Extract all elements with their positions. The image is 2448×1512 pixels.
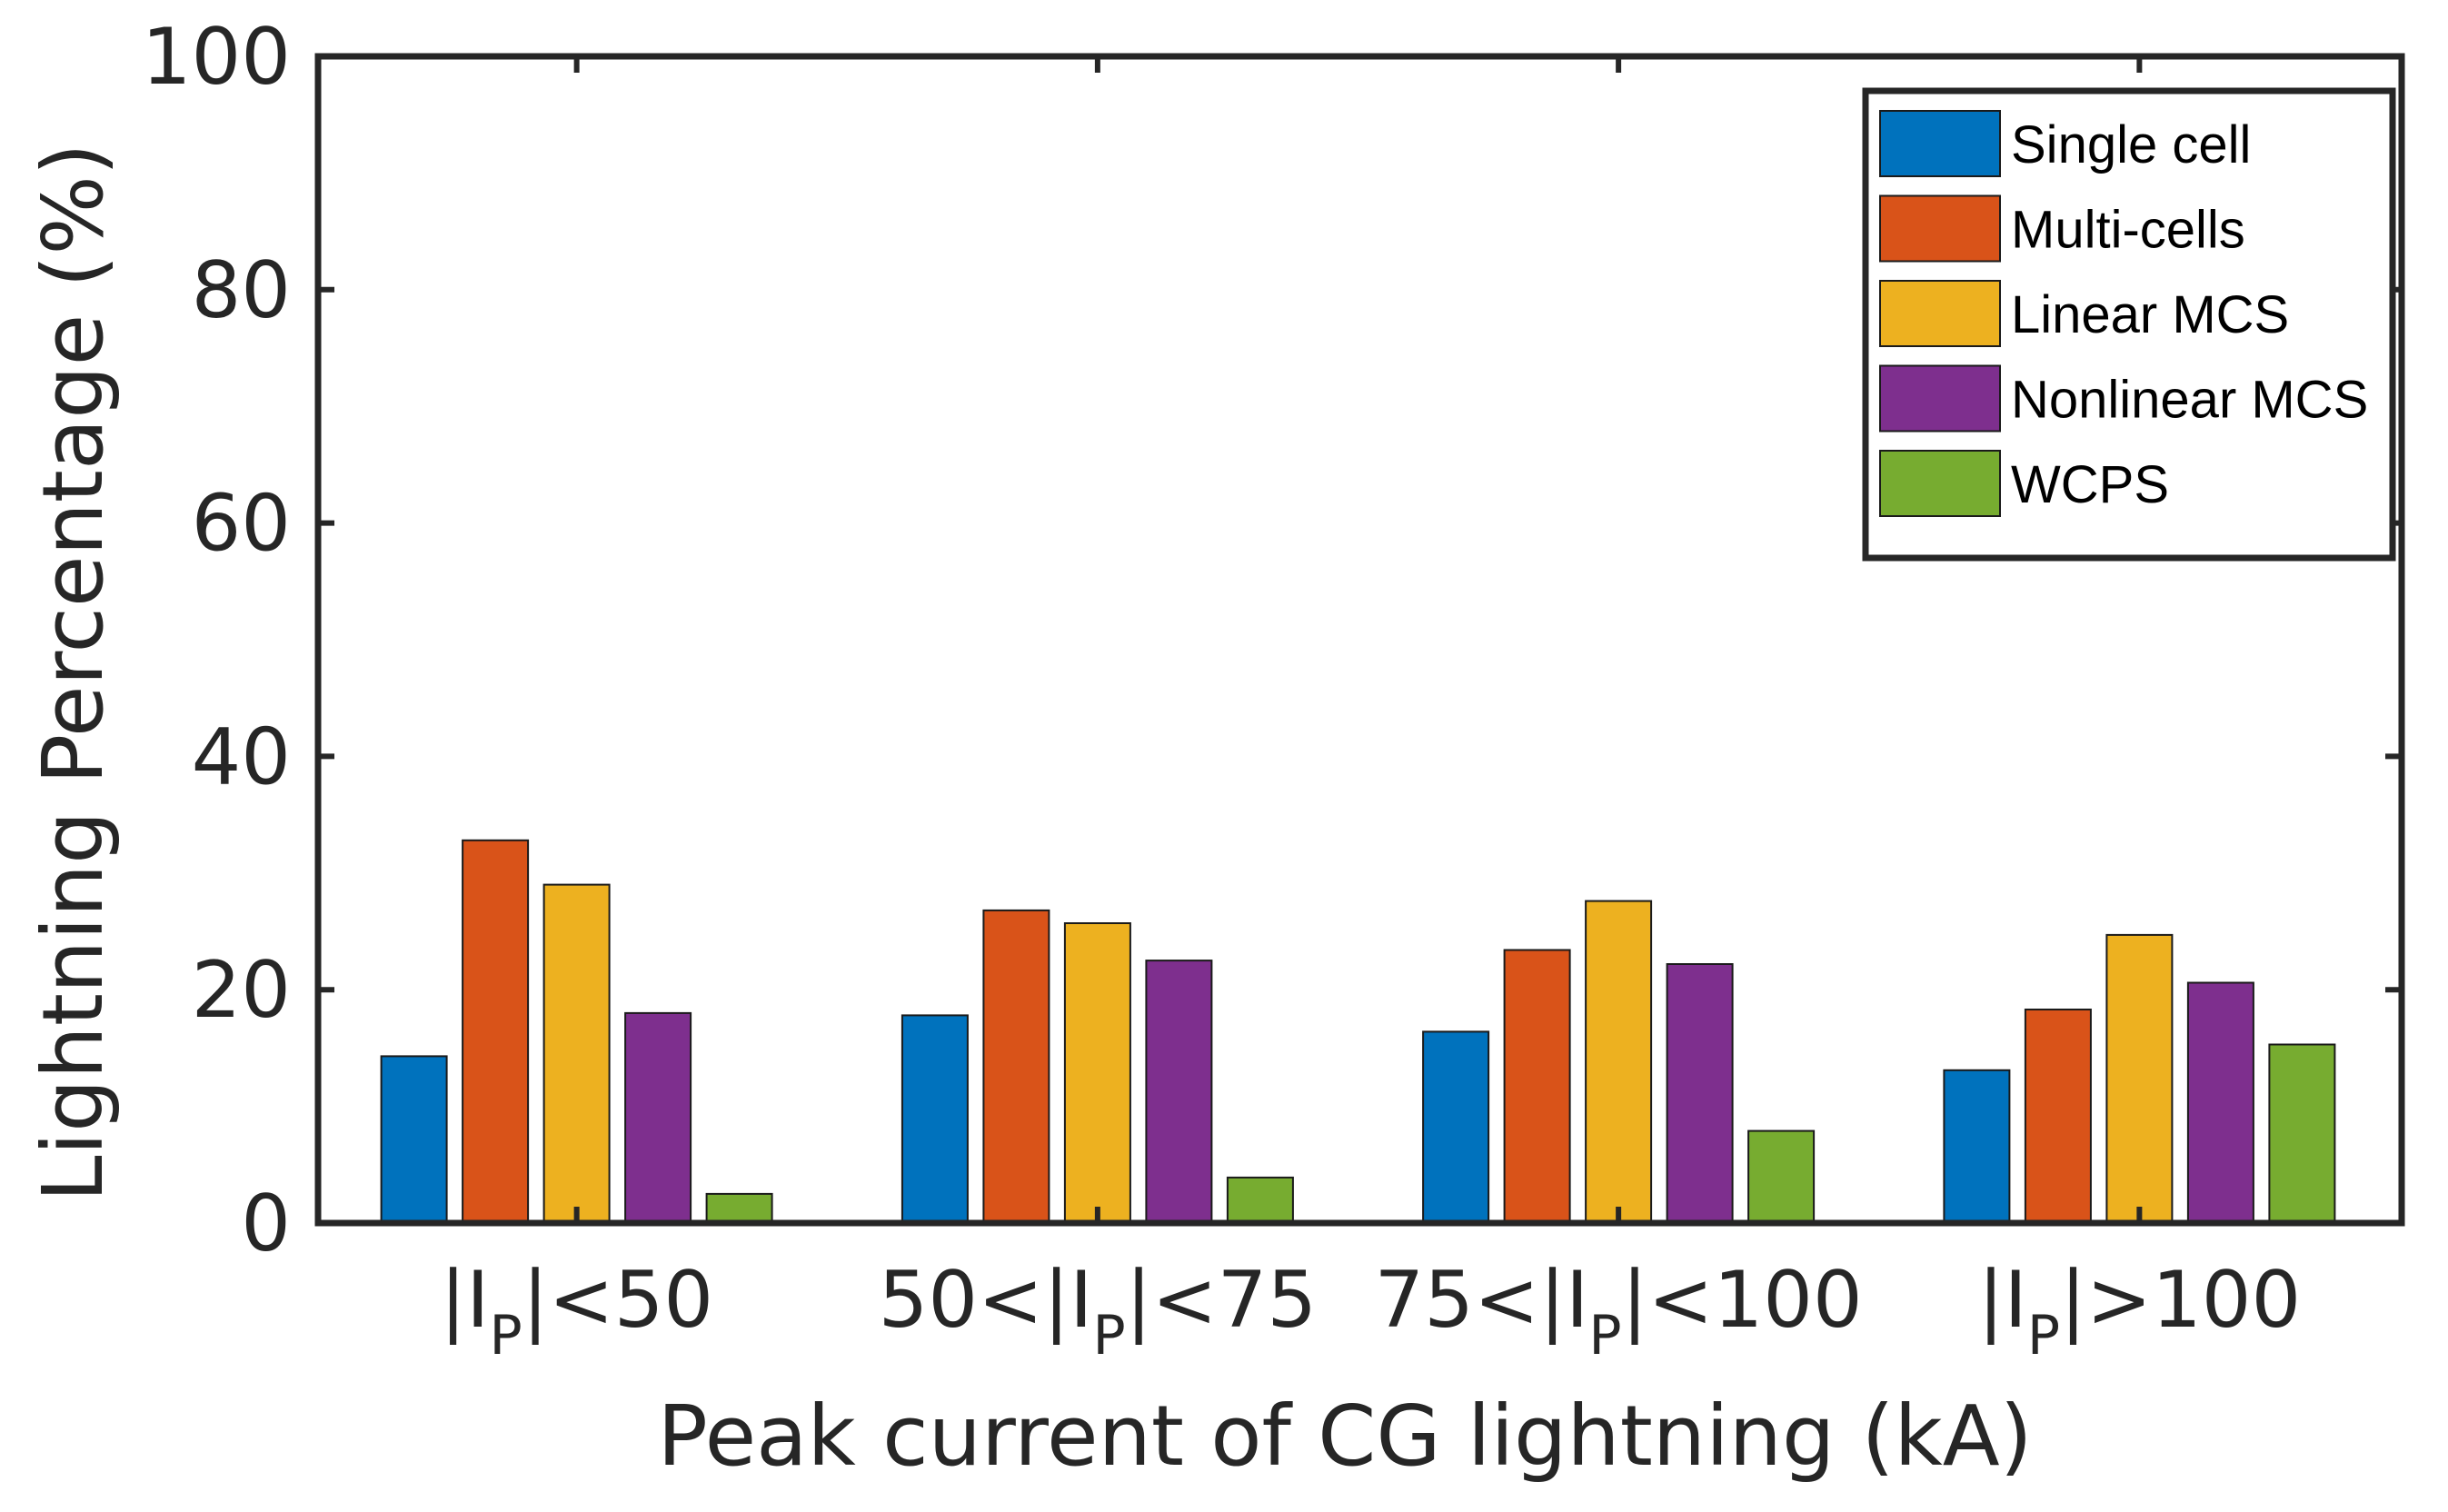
axes-group bbox=[314, 53, 2405, 1227]
legend-swatch bbox=[1879, 194, 2001, 263]
bar bbox=[624, 1011, 692, 1225]
y-tick-label: 40 bbox=[192, 711, 291, 802]
y-tick-label: 60 bbox=[192, 479, 291, 570]
bar bbox=[1145, 960, 1213, 1224]
legend-label: Nonlinear MCS bbox=[2011, 371, 2368, 430]
legend-label: Multi-cells bbox=[2011, 201, 2245, 260]
y-tick-label: 0 bbox=[241, 1179, 291, 1269]
bar bbox=[1666, 963, 1734, 1224]
y-tick-label: 100 bbox=[142, 12, 291, 103]
legend-swatch bbox=[1879, 280, 2001, 347]
x-axis-title: Peak current of CG lightning (kA) bbox=[657, 1388, 2032, 1485]
bar bbox=[1943, 1069, 2011, 1225]
legend-label: Single cell bbox=[2011, 115, 2251, 174]
bar bbox=[1063, 922, 1131, 1224]
y-tick-label: 80 bbox=[192, 245, 291, 336]
legend-swatch bbox=[1879, 364, 2001, 433]
y-tick-label: 20 bbox=[192, 945, 291, 1036]
bar bbox=[380, 1055, 448, 1225]
legend-label: Linear MCS bbox=[2011, 285, 2289, 344]
bar bbox=[1747, 1129, 1816, 1224]
bar bbox=[1503, 949, 1571, 1224]
bars-group bbox=[380, 839, 2336, 1225]
plot-frame bbox=[314, 53, 2405, 1227]
legend-swatch bbox=[1879, 450, 2001, 517]
legend: Single cell Multi-cells Linear MCS Nonlinea… bbox=[1862, 87, 2396, 562]
bar bbox=[462, 839, 530, 1224]
bar bbox=[1585, 900, 1653, 1224]
bar bbox=[982, 909, 1050, 1225]
bar bbox=[901, 1014, 969, 1225]
bar bbox=[2024, 1009, 2092, 1224]
ticks-group: 0 20 40 60 80 100 |IP|<50 50<|IP|<75 75<|IP|<100… bbox=[142, 12, 2402, 1368]
bar bbox=[542, 883, 611, 1224]
legend-swatch bbox=[1879, 110, 2001, 177]
x-tick-label: 75<|IP|<100 bbox=[1375, 1255, 1863, 1368]
bar bbox=[1226, 1176, 1294, 1225]
bar bbox=[2105, 933, 2174, 1225]
x-tick-label: |IP|<50 bbox=[440, 1255, 713, 1368]
bar bbox=[2186, 981, 2254, 1224]
y-axis-title: Lightning Percentage (%) bbox=[25, 143, 122, 1201]
axis-labels-group: Peak current of CG lightning (kA) Lightn… bbox=[25, 143, 2033, 1485]
x-tick-label: 50<|IP|<75 bbox=[879, 1255, 1317, 1368]
bar bbox=[705, 1192, 773, 1225]
legend-label: WCPS bbox=[2011, 455, 2169, 514]
bar bbox=[1422, 1030, 1490, 1225]
bar bbox=[2268, 1043, 2336, 1224]
x-tick-label: |IP|>100 bbox=[1978, 1255, 2302, 1368]
